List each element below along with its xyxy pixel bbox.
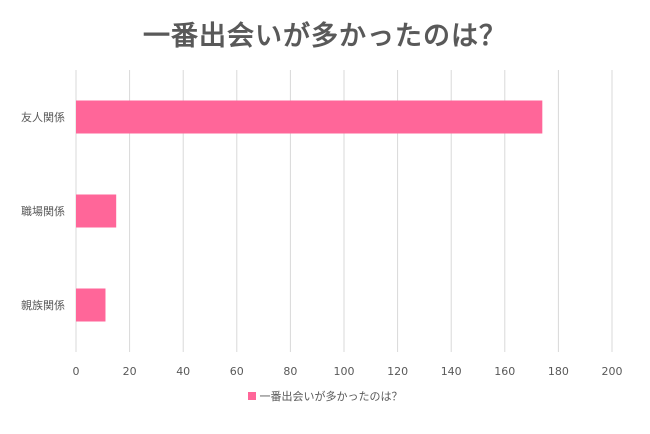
x-axis-ticks: 0 20 40 60 80 100 120 140 160 180 200 [73,365,623,378]
category-label: 職場関係 [21,205,65,218]
category-label: 友人関係 [21,110,65,124]
bars [76,100,543,322]
x-tick-label: 140 [441,365,462,378]
x-tick-label: 20 [123,365,137,378]
bar [76,194,117,228]
legend: 一番出会いが多かったのは？ [0,388,650,404]
x-tick-label: 120 [387,365,408,378]
legend-swatch [247,392,256,400]
x-tick-label: 160 [494,365,515,378]
x-tick-label: 80 [283,365,297,378]
bar [76,100,543,134]
x-tick-label: 180 [548,365,569,378]
x-tick-label: 40 [176,365,190,378]
bar [76,288,106,322]
x-tick-label: 0 [73,365,80,378]
x-tick-label: 200 [602,365,623,378]
category-label: 親族関係 [21,298,65,312]
chart-title: 一番出会いが多かったのは？ [143,21,507,52]
x-tick-label: 60 [230,365,244,378]
x-tick-label: 100 [334,365,355,378]
legend-label: 一番出会いが多かったのは？ [259,390,403,403]
